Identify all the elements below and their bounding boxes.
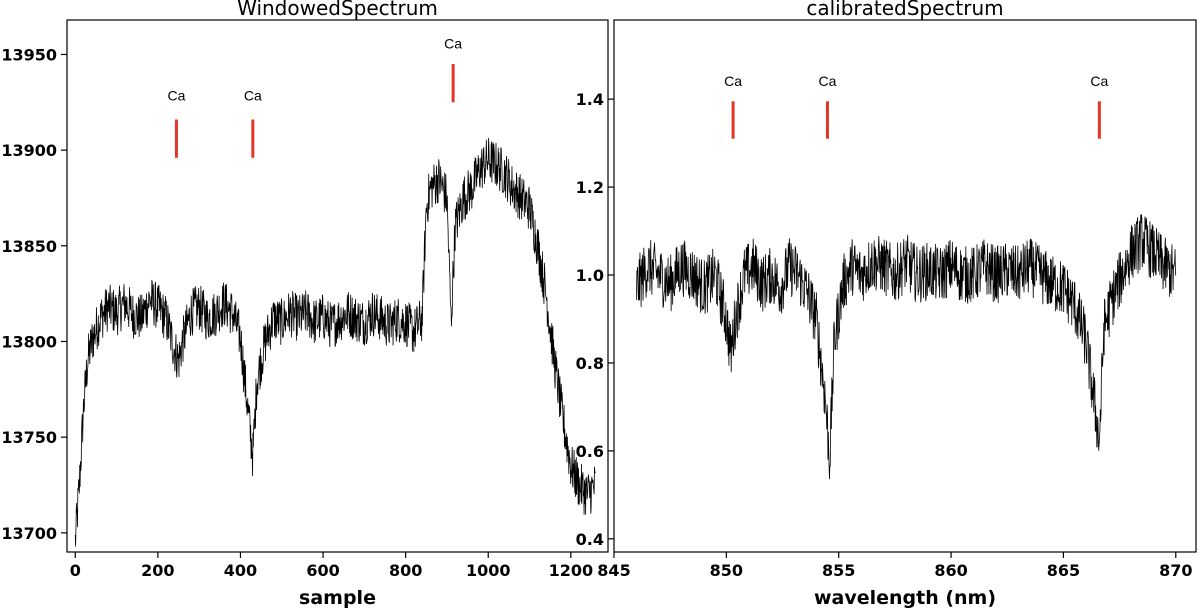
ca-annotation-label: Ca <box>724 73 742 89</box>
ca-annotation-label: Ca <box>819 73 837 89</box>
x-tick-label: 600 <box>306 561 339 580</box>
x-tick-label: 865 <box>1047 561 1080 580</box>
x-tick-label: 860 <box>934 561 967 580</box>
y-tick-label: 13750 <box>1 428 57 447</box>
y-tick-label: 13900 <box>1 141 57 160</box>
x-tick-label: 870 <box>1159 561 1192 580</box>
y-tick-label: 13850 <box>1 237 57 256</box>
x-tick-label: 850 <box>710 561 743 580</box>
y-tick-label: 0.4 <box>576 530 604 549</box>
chart-panel-2: calibratedSpectrum 845 850 855 860 865 870 0.4 0… <box>576 0 1197 609</box>
y-tick-label: 1.0 <box>576 266 604 285</box>
x-tick-label: 855 <box>822 561 855 580</box>
y-tick-label: 1.4 <box>576 90 604 109</box>
y-tick-label: 0.8 <box>576 354 604 373</box>
x-axis-label: wavelength (nm) <box>814 587 996 609</box>
x-tick-label: 1200 <box>549 561 594 580</box>
chart-panel-1: WindowedSpectrum 0 200 400 600 800 1000 1200 137… <box>1 0 609 609</box>
ca-annotation-label: Ca <box>1090 73 1108 89</box>
y-tick-label: 0.6 <box>576 442 604 461</box>
x-tick-label: 0 <box>70 561 81 580</box>
x-tick-label: 845 <box>597 561 630 580</box>
plot-frame <box>66 19 609 553</box>
ca-annotation-label: Ca <box>244 87 262 103</box>
x-tick-label: 800 <box>389 561 422 580</box>
y-tick-label: 13800 <box>1 332 57 351</box>
plot-frame <box>613 19 1197 553</box>
y-tick-label: 13950 <box>1 45 57 64</box>
x-tick-label: 200 <box>141 561 174 580</box>
ca-annotation-label: Ca <box>167 87 185 103</box>
chart-title: WindowedSpectrum <box>237 0 438 20</box>
x-axis-label: sample <box>299 587 376 609</box>
spectrum-line <box>636 214 1177 480</box>
ca-annotation-label: Ca <box>444 36 462 52</box>
spectrum-line <box>74 137 596 547</box>
chart-title: calibratedSpectrum <box>806 0 1003 20</box>
y-tick-label: 1.2 <box>576 178 604 197</box>
y-tick-label: 13700 <box>1 524 57 543</box>
x-tick-label: 400 <box>224 561 257 580</box>
x-tick-label: 1000 <box>466 561 511 580</box>
